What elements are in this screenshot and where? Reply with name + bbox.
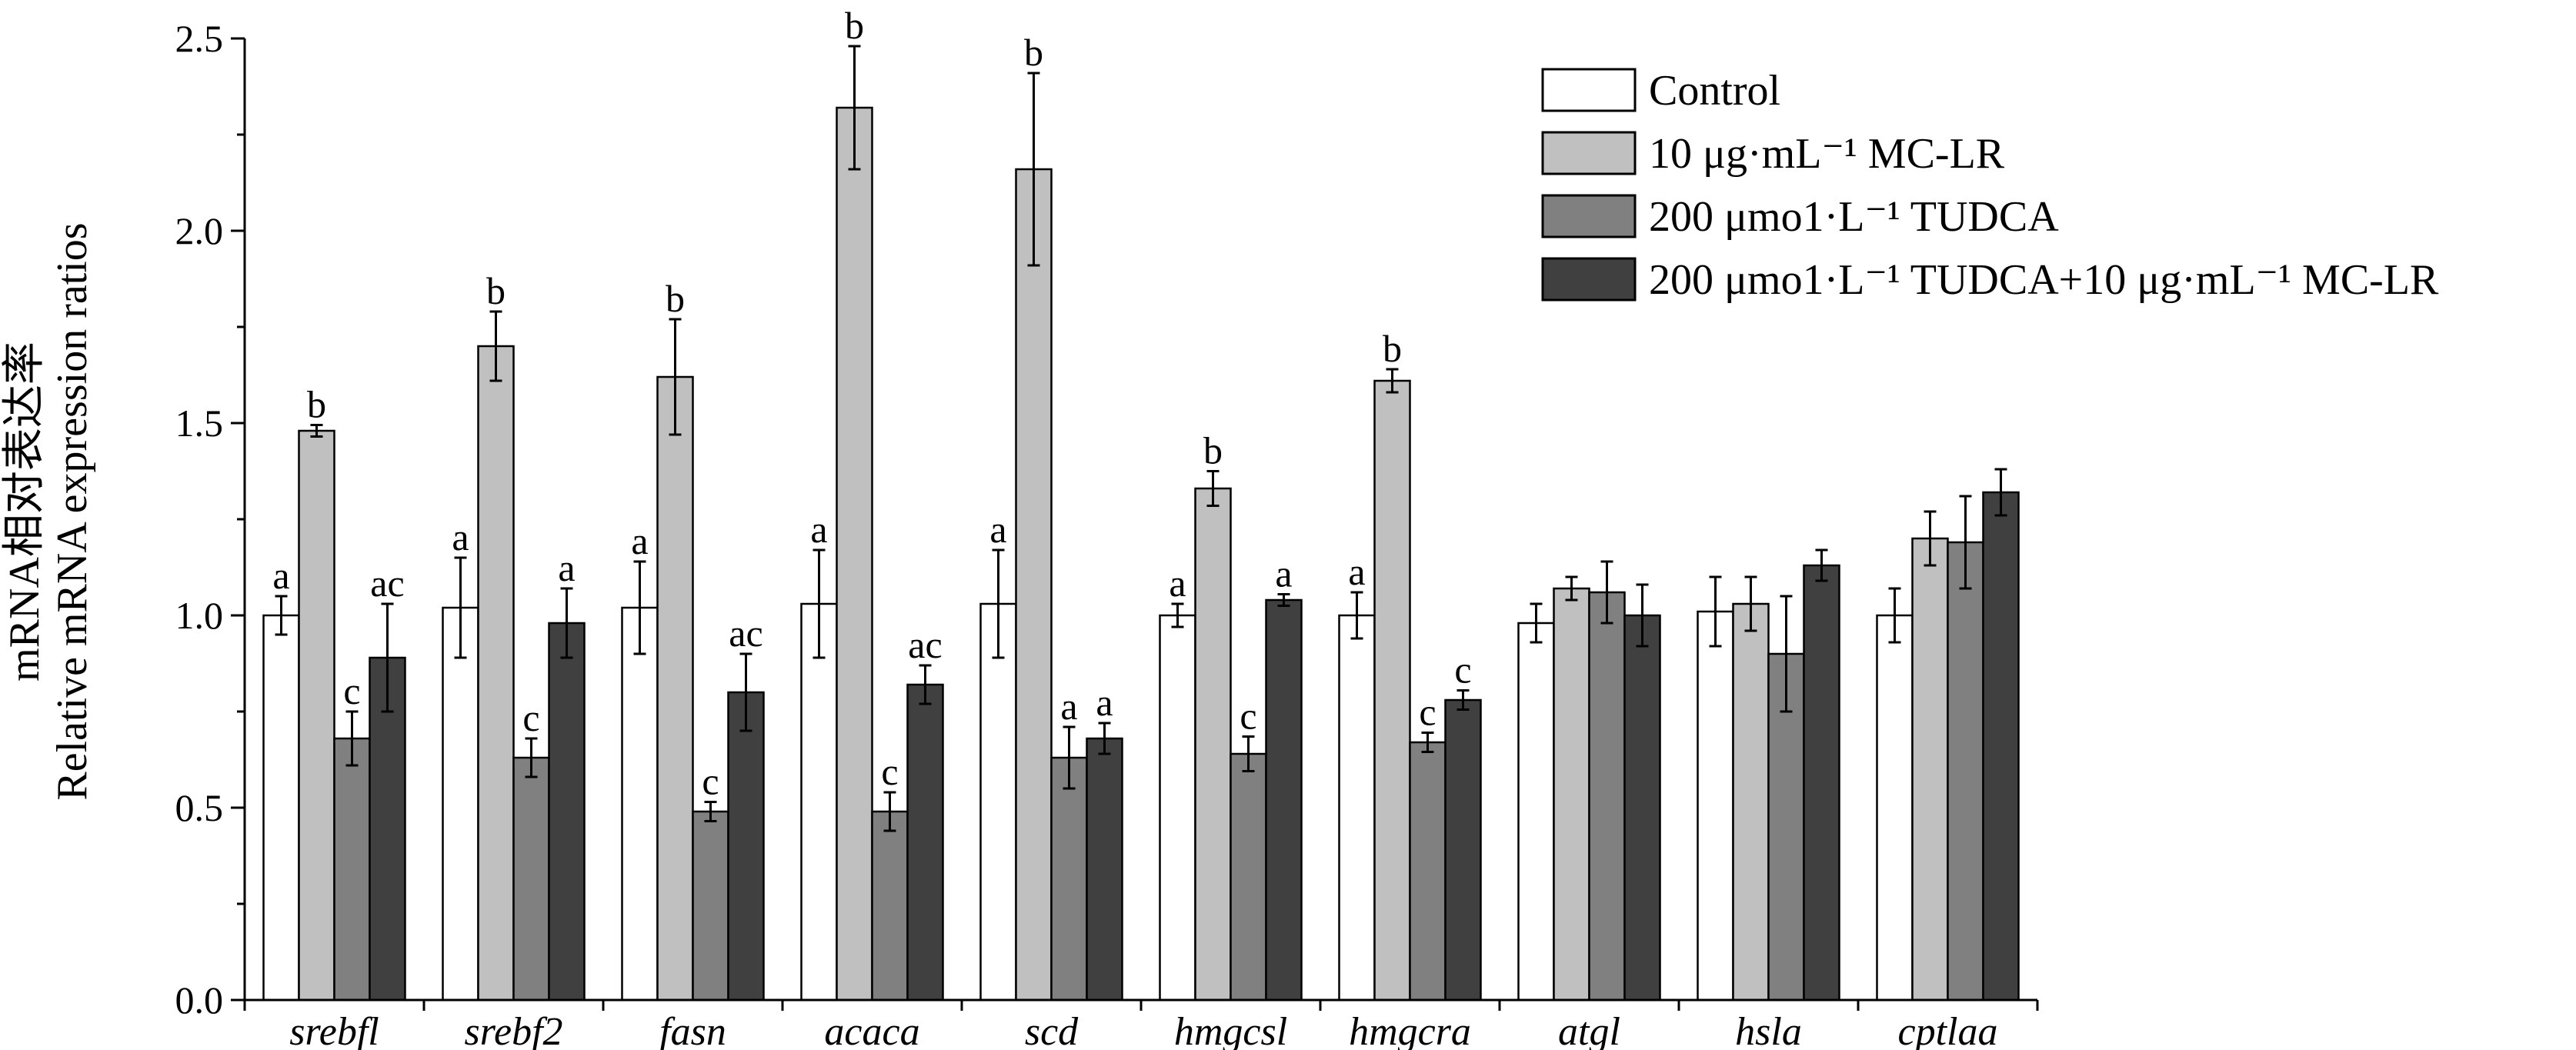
bar-acaca-series-2	[836, 106, 873, 1002]
significance-label-hmgcsl-series-3: c	[1240, 695, 1256, 738]
significance-label-srebf2-series-4: a	[558, 546, 575, 589]
y-tick-label: 1.5	[175, 402, 224, 445]
bar-atgl-series-3	[1588, 591, 1626, 1002]
axis-titles: mRNA相对表达率 Relative mRNA expression ratio…	[1, 222, 96, 800]
x-tick-label-cptlaa: cptlaa	[1898, 1010, 1998, 1050]
legend: Control 10 μg·mL⁻¹ MC-LR 200 μmo1·L⁻¹ TUDC…	[1541, 67, 2439, 304]
significance-label-fasn-series-1: a	[631, 519, 648, 562]
legend-label-series-4: 200 μmo1·L⁻¹ TUDCA+10 μg·mL⁻¹ MC-LR	[1649, 256, 2439, 304]
axes: srebfl srebf2 fasn acaca scd hmgcsl hmgcra atgl…	[175, 17, 2039, 1050]
bar-acaca-series-4	[906, 683, 944, 1002]
bar-hsla-series-1	[1697, 610, 1734, 1002]
significance-label-srebfl-series-3: c	[343, 669, 360, 712]
bar-cptlaa-series-4	[1982, 491, 2020, 1002]
bar-cptlaa-series-3	[1947, 541, 1984, 1002]
bar-atgl-series-1	[1517, 622, 1555, 1002]
bar-cptlaa-series-1	[1876, 614, 1914, 1002]
bar-hmgcsl-series-3	[1230, 752, 1267, 1002]
y-axis-title-en: Relative mRNA expression ratios	[48, 222, 96, 800]
significance-label-srebf2-series-2: b	[486, 269, 506, 312]
bar-srebf2-series-1	[442, 606, 479, 1002]
legend-label-series-3: 200 μmo1·L⁻¹ TUDCA	[1649, 193, 2059, 241]
bar-scd-series-1	[979, 602, 1017, 1002]
bar-srebfl-series-4	[369, 656, 406, 1002]
bar-srebf2-series-4	[548, 622, 586, 1002]
significance-label-acaca-series-3: c	[881, 750, 898, 793]
significance-label-hmgcra-series-3: c	[1419, 691, 1436, 734]
y-tick-label: 2.5	[175, 17, 224, 60]
bar-cptlaa-series-2	[1911, 537, 1949, 1002]
significance-label-fasn-series-2: b	[666, 277, 685, 320]
bar-hmgcra-series-4	[1444, 698, 1482, 1002]
significance-label-acaca-series-4: ac	[908, 623, 942, 666]
bar-scd-series-4	[1086, 737, 1123, 1002]
bar-hmgcsl-series-1	[1159, 614, 1196, 1002]
x-tick-label-hsla: hsla	[1735, 1010, 1802, 1050]
bar-acaca-series-1	[800, 602, 838, 1002]
y-tick-label: 2.0	[175, 209, 224, 252]
x-tick-label-srebfl: srebfl	[289, 1010, 379, 1050]
legend-label-series-1: Control	[1649, 67, 1780, 115]
x-tick-label-srebf2: srebf2	[464, 1010, 562, 1050]
y-axis-title-cn: mRNA相对表达率	[1, 342, 48, 682]
significance-label-acaca-series-1: a	[810, 508, 827, 551]
significance-label-fasn-series-3: c	[702, 760, 719, 803]
bar-srebfl-series-1	[262, 614, 300, 1002]
bar-hmgcra-series-1	[1338, 614, 1376, 1002]
significance-label-acaca-series-2: b	[845, 4, 864, 47]
y-tick-label: 1.0	[175, 594, 224, 637]
x-tick-label-hmgcra: hmgcra	[1349, 1010, 1471, 1050]
bar-scd-series-3	[1050, 756, 1088, 1002]
x-tick-label-fasn: fasn	[659, 1010, 726, 1050]
legend-label-series-2: 10 μg·mL⁻¹ MC-LR	[1649, 130, 2005, 178]
bar-scd-series-2	[1015, 168, 1053, 1002]
significance-label-scd-series-3: a	[1060, 685, 1077, 728]
y-tick-label: 0.0	[175, 978, 224, 1022]
significance-label-hmgcsl-series-4: a	[1275, 552, 1292, 595]
bar-fasn-series-3	[692, 810, 729, 1002]
significance-label-srebf2-series-1: a	[452, 515, 469, 558]
significance-label-hmgcra-series-1: a	[1348, 550, 1365, 593]
significance-label-srebfl-series-1: a	[272, 554, 289, 597]
legend-swatch-series-1	[1541, 68, 1637, 112]
x-tick-label-hmgcsl: hmgcsl	[1174, 1010, 1287, 1050]
x-tick-label-atgl: atgl	[1558, 1010, 1620, 1050]
bar-fasn-series-4	[727, 691, 765, 1002]
significance-label-fasn-series-4: ac	[729, 612, 762, 655]
significance-label-srebf2-series-3: c	[522, 696, 539, 739]
bar-srebfl-series-3	[333, 737, 371, 1002]
significance-label-srebfl-series-4: ac	[370, 562, 404, 605]
significance-label-scd-series-1: a	[989, 508, 1006, 551]
bar-atgl-series-2	[1553, 587, 1590, 1002]
bar-hmgcra-series-2	[1373, 379, 1411, 1002]
bar-hsla-series-4	[1803, 564, 1840, 1002]
significance-label-scd-series-2: b	[1024, 31, 1043, 74]
bar-srebf2-series-3	[512, 756, 550, 1002]
bar-fasn-series-2	[656, 375, 694, 1002]
bar-hsla-series-2	[1732, 602, 1770, 1002]
significance-label-scd-series-4: a	[1096, 681, 1113, 724]
x-tick-label-scd: scd	[1025, 1010, 1079, 1050]
bar-atgl-series-4	[1623, 614, 1661, 1002]
x-tick-label-acaca: acaca	[824, 1010, 919, 1050]
bar-srebf2-series-2	[477, 345, 515, 1002]
significance-label-hmgcsl-series-2: b	[1203, 429, 1223, 472]
bar-srebfl-series-2	[298, 429, 335, 1002]
y-tick-label: 0.5	[175, 786, 224, 829]
legend-swatch-series-2	[1541, 131, 1637, 175]
legend-swatch-series-4	[1541, 257, 1637, 302]
bar-hmgcsl-series-2	[1194, 487, 1232, 1002]
bar-hmgcra-series-3	[1409, 741, 1446, 1002]
bar-hmgcsl-series-4	[1265, 598, 1303, 1002]
bar-fasn-series-1	[621, 606, 659, 1002]
significance-label-hmgcra-series-2: b	[1383, 327, 1402, 370]
significance-label-srebfl-series-2: b	[307, 383, 326, 426]
significance-label-hmgcsl-series-1: a	[1169, 562, 1186, 605]
legend-swatch-series-3	[1541, 194, 1637, 238]
significance-label-hmgcra-series-4: c	[1454, 648, 1471, 692]
bar-acaca-series-3	[871, 810, 909, 1002]
